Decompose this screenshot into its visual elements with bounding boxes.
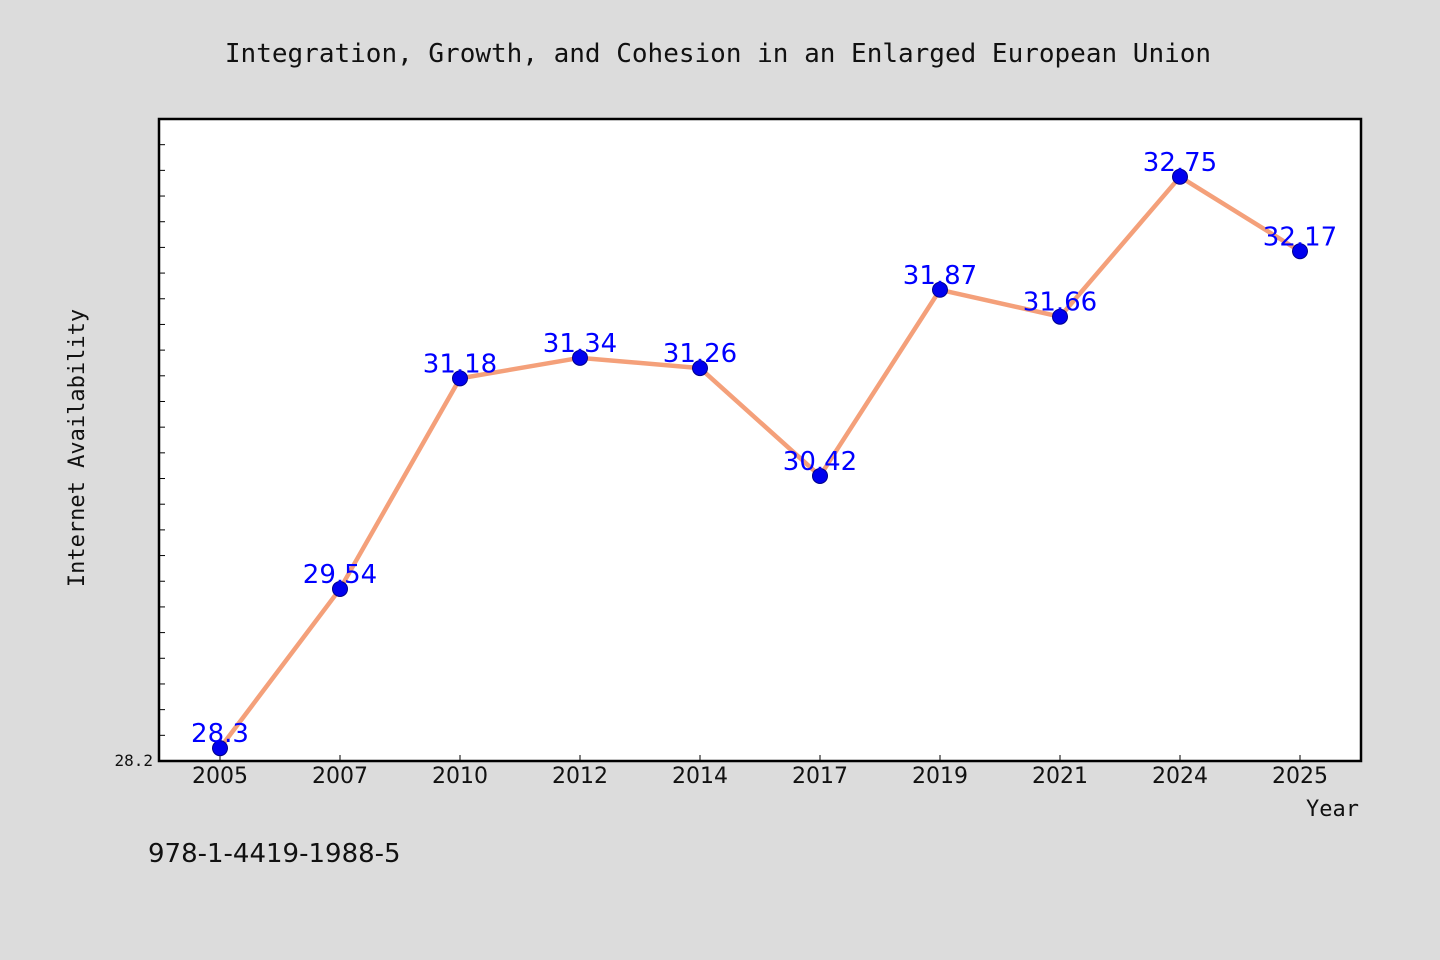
plot-area [157, 117, 1363, 763]
x-axis-ticks [219, 755, 1301, 761]
y-axis-label: Internet Availability [65, 309, 90, 587]
y-tick-label: 28.2 [114, 751, 153, 770]
data-point [572, 349, 588, 366]
x-tick-label: 2019 [912, 764, 968, 789]
data-point [1172, 168, 1188, 185]
chart-title: Integration, Growth, and Cohesion in an … [225, 39, 1211, 69]
x-tick-label: 2025 [1272, 764, 1328, 789]
data-label: 32.75 [1143, 148, 1217, 178]
data-label: 31.18 [423, 349, 497, 379]
data-label: 29.54 [303, 560, 377, 590]
isbn-footer: 978-1-4419-1988-5 [148, 839, 401, 869]
x-tick-label: 2021 [1032, 764, 1088, 789]
data-point [1292, 243, 1308, 260]
y-axis-tick-labels: 28.2 [114, 751, 153, 770]
x-tick-label: 2017 [792, 764, 848, 789]
data-labels: 28.3 29.54 31.18 31.34 31.26 30.42 31.87 31.66 3… [191, 148, 1337, 749]
data-point [452, 370, 468, 387]
data-point [332, 580, 348, 597]
data-label: 30.42 [783, 447, 857, 477]
data-point [932, 281, 948, 298]
series-markers [212, 168, 1308, 757]
x-tick-label: 2014 [672, 764, 728, 789]
data-point [1052, 308, 1068, 325]
data-point [692, 360, 708, 377]
data-point [212, 740, 228, 757]
x-tick-label: 2012 [552, 764, 608, 789]
data-label: 31.66 [1023, 288, 1097, 318]
x-tick-label: 2024 [1152, 764, 1208, 789]
data-label: 31.26 [663, 339, 737, 369]
data-label: 31.87 [903, 261, 977, 291]
series-line [218, 174, 1302, 750]
data-label: 28.3 [191, 719, 249, 749]
x-tick-label: 2007 [312, 764, 368, 789]
y-axis-ticks [159, 118, 165, 762]
x-axis-tick-labels: 2005 2007 2010 2012 2014 2017 2019 2021 2024 2025 [192, 764, 1328, 789]
x-tick-label: 2005 [192, 764, 248, 789]
data-label: 32.17 [1263, 222, 1337, 252]
data-point [812, 467, 828, 484]
data-label: 31.34 [543, 329, 617, 359]
x-axis-label: Year [1306, 797, 1359, 822]
x-tick-label: 2010 [432, 764, 488, 789]
